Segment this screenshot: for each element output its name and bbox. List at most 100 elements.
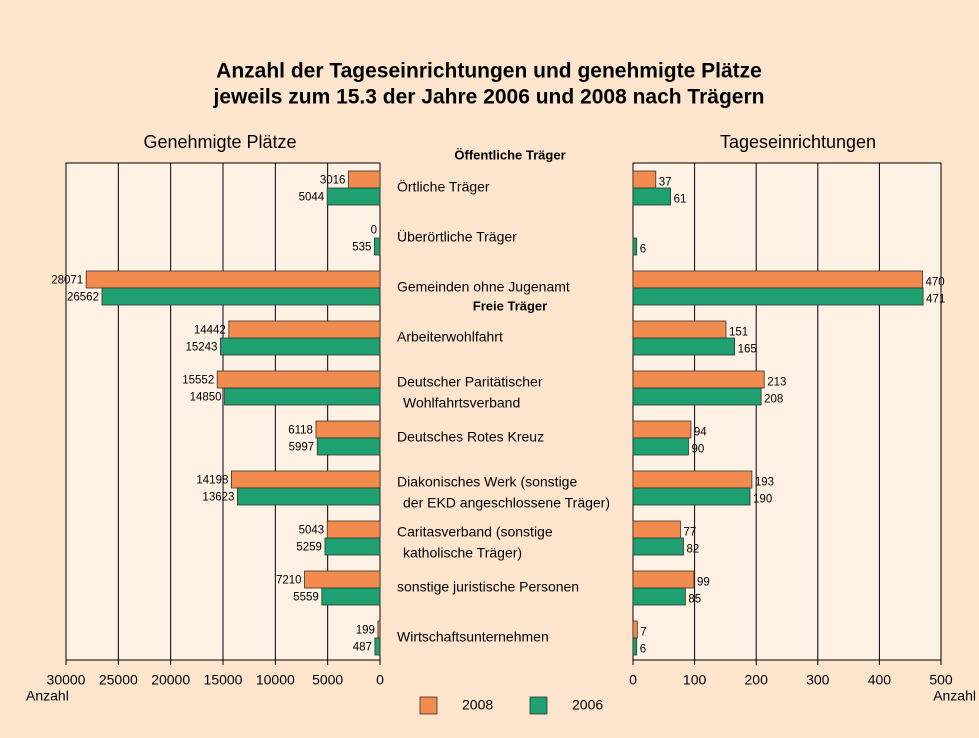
value-label: 208 — [764, 394, 783, 406]
category-label: Überörtliche Träger — [397, 228, 517, 245]
value-label: 5259 — [296, 542, 322, 554]
bar — [632, 437, 689, 456]
bar — [348, 170, 381, 189]
bar — [632, 420, 692, 439]
category-label: Caritasverband (sonstige — [397, 524, 553, 540]
bar — [374, 637, 381, 656]
value-label: 151 — [729, 327, 748, 339]
value-label: 199 — [356, 625, 375, 637]
bar — [632, 287, 924, 306]
bar — [632, 537, 684, 556]
bar — [321, 587, 381, 606]
value-label: 3016 — [320, 175, 346, 187]
x-tick-label: 25000 — [99, 672, 138, 688]
bar — [224, 387, 381, 406]
bar — [632, 170, 657, 189]
value-label: 5997 — [289, 442, 315, 454]
value-label: 94 — [694, 427, 707, 439]
bar — [632, 320, 727, 339]
bar — [632, 487, 751, 506]
value-label: 14850 — [190, 392, 222, 404]
category-label: Wirtschaftsunternehmen — [397, 629, 549, 645]
value-label: 6118 — [288, 425, 313, 437]
value-label: 77 — [683, 527, 696, 539]
bar — [632, 387, 762, 406]
axis-label: Anzahl — [26, 688, 69, 704]
bar — [632, 337, 736, 356]
value-label: 6 — [640, 244, 646, 256]
category-label: der EKD angeschlossene Träger) — [403, 495, 610, 511]
bar — [632, 237, 638, 256]
category-label: Arbeiterwohlfahrt — [397, 329, 503, 345]
value-label: 6 — [640, 644, 646, 656]
bar — [632, 370, 765, 389]
value-label: 7 — [640, 627, 646, 639]
x-tick-label: 100 — [683, 672, 707, 688]
bar — [326, 520, 381, 539]
value-label: 5559 — [293, 592, 319, 604]
legend-swatch — [419, 696, 438, 715]
bar — [374, 237, 381, 256]
bar — [632, 470, 753, 489]
bar — [377, 620, 381, 639]
bar — [632, 570, 695, 589]
x-tick-label: 10000 — [256, 672, 295, 688]
x-tick-label: 20000 — [151, 672, 190, 688]
bar — [220, 337, 381, 356]
value-label: 26562 — [67, 292, 99, 304]
bar — [632, 637, 638, 656]
x-tick-label: 5000 — [312, 672, 343, 688]
value-label: 5044 — [299, 192, 325, 204]
bar — [304, 570, 381, 589]
x-tick-label: 400 — [868, 672, 892, 688]
value-label: 487 — [353, 642, 372, 654]
value-label: 85 — [688, 594, 701, 606]
value-label: 61 — [674, 194, 687, 206]
category-label: Deutscher Paritätischer — [397, 374, 543, 390]
value-label: 470 — [926, 277, 945, 289]
bar — [326, 187, 381, 206]
bar — [230, 470, 381, 489]
category-label: Diakonisches Werk (sonstige — [397, 474, 577, 490]
bar — [632, 187, 671, 206]
bar — [237, 487, 381, 506]
value-label: 14442 — [194, 325, 226, 337]
panel-title: Genehmigte Plätze — [143, 132, 296, 152]
bar — [101, 287, 381, 306]
category-label: Örtliche Träger — [397, 178, 490, 195]
value-label: 471 — [926, 294, 945, 306]
bar — [85, 270, 381, 289]
legend-swatch — [529, 696, 548, 715]
value-label: 82 — [687, 544, 700, 556]
bar — [316, 437, 381, 456]
group-label: Freie Träger — [473, 298, 547, 313]
bar — [632, 520, 681, 539]
bar — [324, 537, 381, 556]
value-label: 165 — [738, 344, 757, 356]
x-tick-label: 300 — [806, 672, 830, 688]
x-tick-label: 500 — [929, 672, 953, 688]
value-label: 0 — [371, 225, 377, 237]
legend-label: 2006 — [572, 697, 603, 713]
value-label: 37 — [659, 177, 672, 189]
value-label: 28071 — [51, 275, 83, 287]
axis-label: Anzahl — [933, 688, 976, 704]
value-label: 99 — [697, 577, 710, 589]
panel-title: Tageseinrichtungen — [720, 132, 876, 152]
value-label: 193 — [755, 477, 774, 489]
bar — [632, 270, 923, 289]
category-label: katholische Träger) — [403, 545, 522, 561]
bar — [632, 620, 638, 639]
bar — [228, 320, 381, 339]
value-label: 14198 — [196, 475, 228, 487]
category-label: Gemeinden ohne Jugenamt — [397, 279, 570, 295]
value-label: 213 — [767, 377, 786, 389]
x-tick-label: 0 — [629, 672, 637, 688]
x-tick-label: 200 — [745, 672, 769, 688]
x-tick-label: 0 — [376, 672, 384, 688]
legend-label: 2008 — [462, 697, 493, 713]
value-label: 190 — [753, 494, 772, 506]
value-label: 15552 — [182, 375, 214, 387]
chart-title: Anzahl der Tageseinrichtungen und genehm… — [216, 60, 762, 83]
